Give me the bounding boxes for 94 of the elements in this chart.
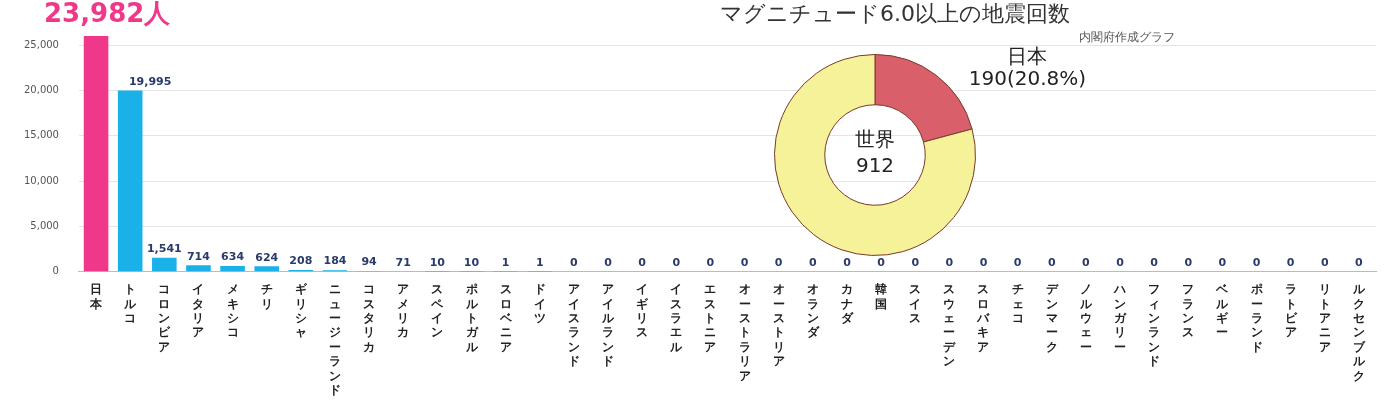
x-tick-label: スウェーデン (943, 282, 957, 369)
x-tick-label: フランス (1182, 282, 1195, 340)
data-label: 0 (1286, 256, 1295, 270)
x-tick-label: 韓国 (875, 282, 888, 311)
data-label: 0 (1320, 256, 1329, 270)
y-tick-label: 15,000 (23, 129, 59, 141)
x-tick-label: スペイン (430, 282, 445, 340)
x-tick-label: デンマーク (1045, 282, 1059, 354)
x-tick-label: ニュージーランド (328, 282, 341, 397)
annotation: 内閣府作成グラフ (1079, 30, 1175, 45)
data-label: 0 (1082, 256, 1091, 270)
x-tick-label: リトアニア (1318, 282, 1331, 354)
x-tick-label: ギリシャ (294, 282, 308, 340)
x-tick-label: オランダ (806, 282, 820, 340)
y-tick-label: 0 (52, 265, 59, 277)
bar (254, 266, 279, 272)
x-tick-label: オーストリア (772, 282, 785, 369)
data-label: 0 (1047, 256, 1056, 270)
data-label: 10 (463, 256, 480, 270)
bar (186, 265, 211, 272)
chart-title: マグニチュード6.0以上の地震回数 (720, 0, 1070, 26)
data-label: 1 (501, 256, 510, 270)
slice-label: 日本 (1007, 44, 1048, 69)
x-tick-label: ポルトガル (464, 282, 479, 354)
x-tick-label: コスタリカ (363, 282, 376, 354)
data-label: 0 (1355, 256, 1364, 270)
x-tick-label: アイルランド (601, 282, 616, 369)
data-label: 10 (429, 256, 446, 270)
x-tick-label: ドイツ (533, 282, 546, 325)
data-label: 0 (570, 256, 579, 270)
data-label: 624 (255, 250, 279, 264)
data-label: 0 (1013, 256, 1022, 270)
x-tick-label: アメリカ (397, 282, 410, 340)
x-tick-label: スロベニア (498, 282, 513, 354)
data-label: 1,541 (146, 242, 182, 256)
x-tick-label: スロバキア (976, 282, 991, 354)
data-label: 0 (911, 256, 920, 270)
x-tick-label: ラトビア (1284, 282, 1298, 340)
data-label: 0 (774, 256, 783, 270)
data-label: 0 (809, 256, 817, 270)
data-label: 0 (672, 256, 681, 270)
x-tick-label: イスラエル (669, 282, 684, 354)
data-label: 208 (289, 254, 313, 268)
x-tick-label: エストニア (704, 282, 717, 354)
y-tick-label: 20,000 (23, 84, 59, 96)
data-label: 0 (843, 256, 852, 270)
x-tick-label: オーストラリア (738, 282, 751, 383)
x-tick-label: トルコ (123, 282, 138, 325)
y-tick-label: 10,000 (23, 174, 59, 186)
bar (117, 90, 143, 272)
data-label: 71 (395, 255, 411, 269)
data-label: 0 (1150, 256, 1159, 270)
data-label: 0 (945, 256, 954, 270)
data-label: 0 (1218, 256, 1227, 270)
data-label: 0 (877, 256, 886, 270)
data-label: 0 (604, 256, 613, 270)
data-label: 714 (186, 249, 211, 263)
data-label: 184 (323, 254, 347, 268)
data-label: 0 (638, 256, 647, 270)
x-tick-label: ルクセンブルク (1351, 282, 1366, 383)
annotation: 世界 (855, 127, 895, 152)
bar (152, 257, 177, 272)
data-label: 0 (1116, 256, 1125, 270)
y-tick-label: 25,000 (23, 38, 59, 50)
data-label: 0 (706, 256, 715, 270)
data-label: 634 (221, 250, 245, 264)
x-tick-label: チェコ (1011, 282, 1024, 325)
data-label: 0 (740, 256, 749, 270)
x-tick-label: チリ (260, 282, 273, 311)
data-label: 0 (1184, 256, 1193, 270)
annotation: 912 (855, 153, 895, 178)
x-tick-label: 日本 (89, 282, 104, 311)
x-tick-label: ポーランド (1249, 282, 1263, 354)
bar (220, 266, 245, 272)
x-tick-label: スイス (909, 282, 922, 325)
data-label: 0 (1252, 256, 1261, 270)
x-tick-label: ノルウェー (1078, 282, 1093, 354)
x-tick-label: フィンランド (1148, 282, 1161, 369)
x-tick-label: コロンビア (158, 282, 172, 354)
data-label: 0 (979, 256, 988, 270)
data-label: 94 (361, 255, 378, 269)
x-tick-label: ベルギー (1215, 282, 1230, 340)
x-tick-label: イギリス (636, 282, 650, 340)
x-tick-label: カナダ (840, 282, 854, 325)
data-label: 190(20.8%) (968, 66, 1087, 91)
bar (83, 36, 109, 272)
data-label: 19,995 (128, 74, 172, 88)
data-label: 1 (535, 256, 544, 270)
x-tick-label: アイスランド (567, 282, 580, 369)
x-tick-label: イタリア (192, 282, 205, 340)
x-tick-label: ハンガリー (1113, 282, 1128, 354)
chart-title: 23,982人 (44, 0, 172, 28)
x-tick-label: メキシコ (226, 282, 239, 340)
y-tick-label: 5,000 (30, 220, 59, 232)
